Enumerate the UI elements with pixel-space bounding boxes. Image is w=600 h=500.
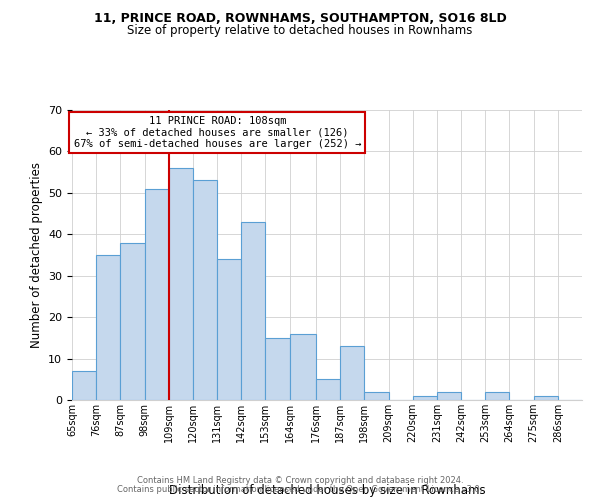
- Bar: [290, 334, 316, 400]
- Text: Contains public sector information licensed under the Open Government Licence v3: Contains public sector information licen…: [118, 485, 482, 494]
- Bar: [485, 392, 509, 400]
- Bar: [193, 180, 217, 400]
- Bar: [316, 380, 340, 400]
- Bar: [217, 259, 241, 400]
- Bar: [413, 396, 437, 400]
- Bar: [265, 338, 290, 400]
- Bar: [96, 255, 121, 400]
- Bar: [121, 242, 145, 400]
- Bar: [364, 392, 389, 400]
- Text: Size of property relative to detached houses in Rownhams: Size of property relative to detached ho…: [127, 24, 473, 37]
- Text: Contains HM Land Registry data © Crown copyright and database right 2024.: Contains HM Land Registry data © Crown c…: [137, 476, 463, 485]
- Bar: [72, 371, 96, 400]
- Text: 11, PRINCE ROAD, ROWNHAMS, SOUTHAMPTON, SO16 8LD: 11, PRINCE ROAD, ROWNHAMS, SOUTHAMPTON, …: [94, 12, 506, 26]
- X-axis label: Distribution of detached houses by size in Rownhams: Distribution of detached houses by size …: [169, 484, 485, 497]
- Bar: [533, 396, 558, 400]
- Text: 11 PRINCE ROAD: 108sqm
← 33% of detached houses are smaller (126)
67% of semi-de: 11 PRINCE ROAD: 108sqm ← 33% of detached…: [74, 116, 361, 149]
- Bar: [145, 188, 169, 400]
- Bar: [437, 392, 461, 400]
- Bar: [169, 168, 193, 400]
- Bar: [241, 222, 265, 400]
- Y-axis label: Number of detached properties: Number of detached properties: [29, 162, 43, 348]
- Bar: [340, 346, 364, 400]
